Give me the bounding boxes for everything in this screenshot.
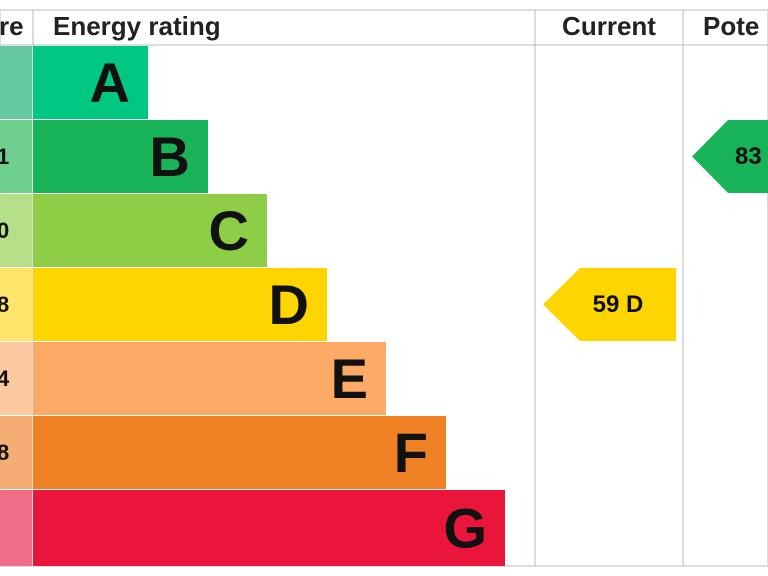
band-letter: B <box>150 125 190 188</box>
potential-rating: 83 <box>735 143 762 170</box>
score-header: re <box>0 11 24 41</box>
rating-header: Energy rating <box>53 11 221 41</box>
score-range: 1 <box>0 144 9 169</box>
score-cell <box>0 490 32 566</box>
score-cell <box>0 194 32 267</box>
rating-bar <box>33 194 267 267</box>
score-range: 0 <box>0 218 9 243</box>
current-header: Current <box>562 11 656 41</box>
band-letter: A <box>90 51 130 114</box>
current-rating: 59 D <box>593 291 644 318</box>
score-range: 8 <box>0 440 9 465</box>
score-cell <box>0 120 32 193</box>
potential-arrow <box>692 120 768 193</box>
score-cell <box>0 46 32 119</box>
rating-bar <box>33 490 505 566</box>
rating-bar <box>33 46 148 119</box>
score-cell <box>0 342 32 415</box>
current-arrow <box>543 268 676 341</box>
band-letter: G <box>443 497 487 560</box>
band-letter: F <box>394 421 428 484</box>
score-cell <box>0 268 32 341</box>
rating-bar <box>33 416 446 489</box>
rating-bar <box>33 120 208 193</box>
potential-header: Pote <box>703 11 759 41</box>
score-range: 8 <box>0 292 9 317</box>
band-letter: D <box>269 273 309 336</box>
band-letter: C <box>209 199 249 262</box>
band-letter: E <box>331 347 368 410</box>
rating-bar <box>33 342 386 415</box>
rating-bar <box>33 268 327 341</box>
score-range: 4 <box>0 366 10 391</box>
score-cell <box>0 416 32 489</box>
